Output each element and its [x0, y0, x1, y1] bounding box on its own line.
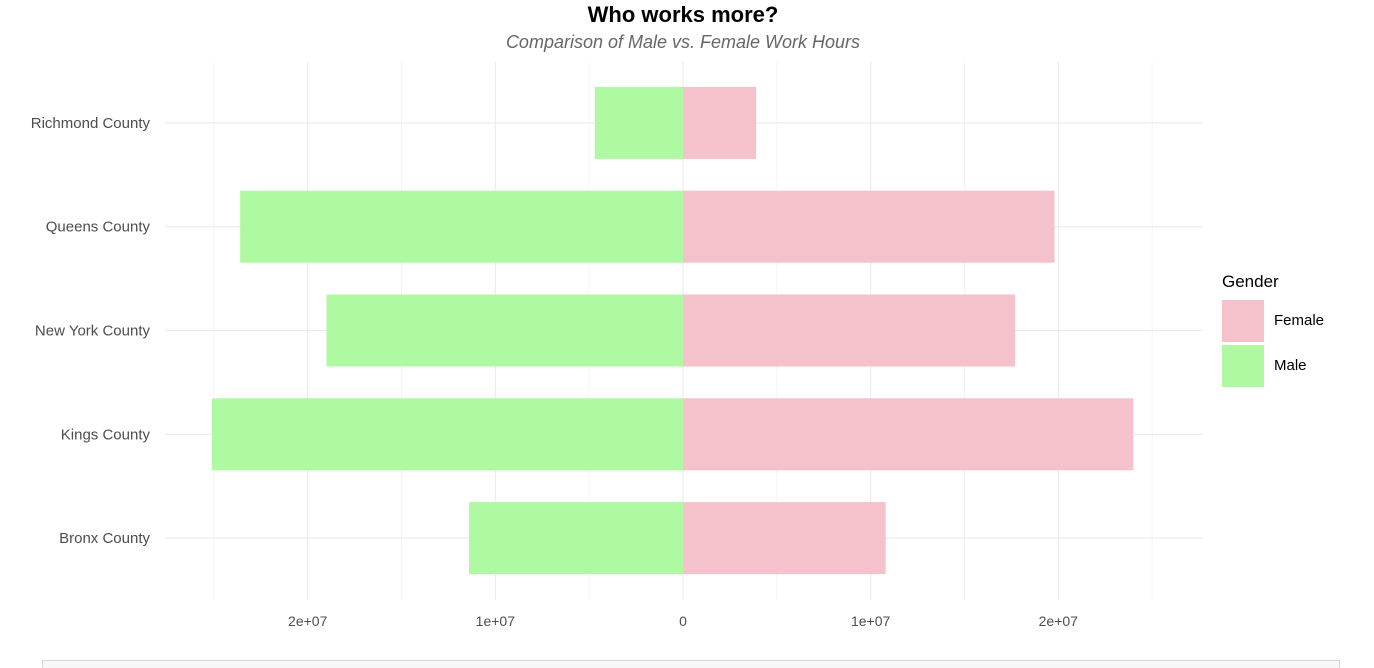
x-tick-label-2: 0	[679, 613, 687, 629]
bar-female-new-york-county	[683, 294, 1016, 367]
x-tick-label-4: 2e+07	[1039, 613, 1079, 629]
category-label-new-york-county: New York County	[35, 323, 151, 340]
legend-label-male: Male	[1274, 357, 1307, 374]
bar-female-kings-county	[683, 398, 1134, 471]
category-label-kings-county: Kings County	[61, 426, 151, 443]
legend-item-male: Male	[1222, 343, 1324, 388]
bar-female-queens-county	[683, 190, 1055, 263]
bar-male-richmond-county	[594, 86, 683, 159]
legend-swatch-male	[1222, 344, 1264, 387]
legend: Gender Female Male	[1222, 272, 1324, 388]
bar-male-kings-county	[212, 398, 683, 471]
legend-swatch-female	[1222, 299, 1264, 342]
bar-female-richmond-county	[683, 86, 757, 159]
x-tick-label-3: 1e+07	[851, 613, 891, 629]
x-tick-label-1: 1e+07	[476, 613, 516, 629]
category-labels: Richmond County Queens County New York Cou…	[31, 115, 151, 547]
category-label-queens-county: Queens County	[46, 219, 151, 236]
bar-male-queens-county	[240, 190, 684, 263]
x-tick-label-0: 2e+07	[288, 613, 328, 629]
legend-item-female: Female	[1222, 298, 1324, 343]
category-label-bronx-county: Bronx County	[59, 530, 150, 547]
bars	[212, 86, 1134, 575]
bar-female-bronx-county	[683, 502, 886, 575]
x-tick-labels: 2e+07 1e+07 0 1e+07 2e+07	[288, 613, 1078, 629]
chart-subtitle: Comparison of Male vs. Female Work Hours	[505, 32, 861, 52]
bar-male-new-york-county	[326, 294, 683, 367]
bottom-panel	[42, 660, 1340, 668]
bar-male-bronx-county	[469, 502, 683, 575]
legend-label-female: Female	[1274, 312, 1325, 329]
category-label-richmond-county: Richmond County	[31, 115, 151, 132]
legend-title: Gender	[1222, 272, 1279, 291]
chart-title: Who works more?	[587, 2, 779, 27]
